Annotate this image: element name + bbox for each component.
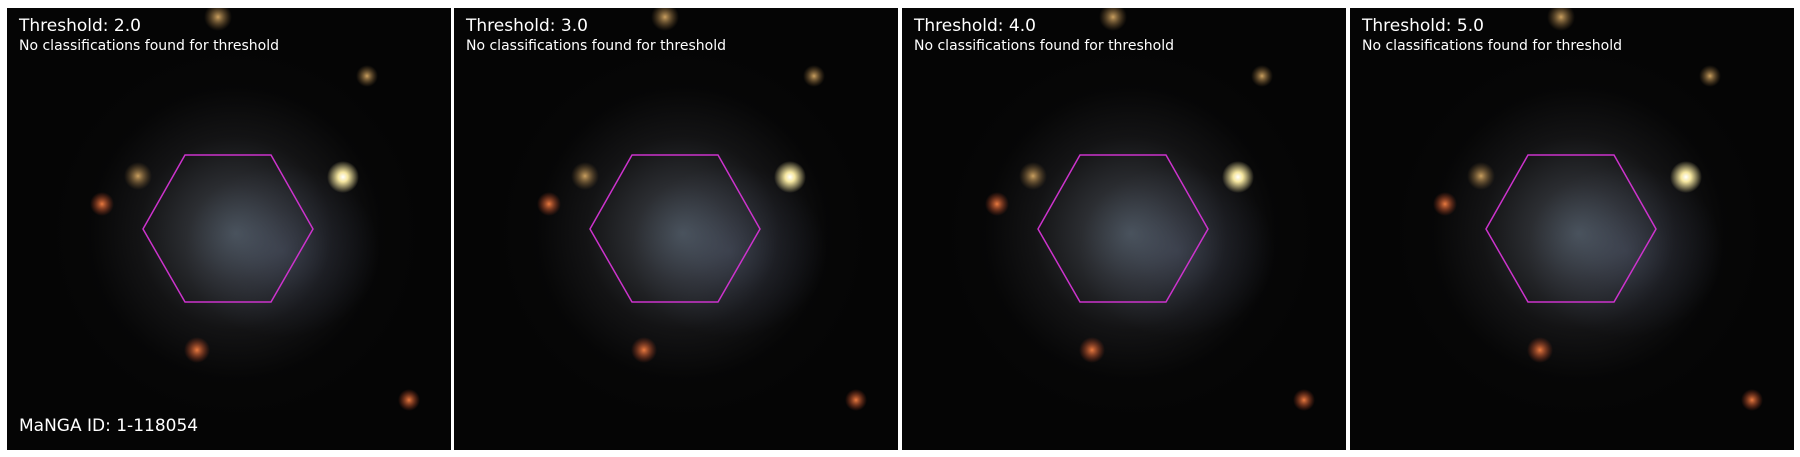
top-source <box>204 8 232 31</box>
galaxy-image <box>90 8 420 411</box>
galaxy-panel-threshold-2: Threshold: 2.0 No classifications found … <box>7 8 451 450</box>
panel-message: No classifications found for threshold <box>19 38 279 54</box>
top-source <box>651 8 679 31</box>
galaxy-image <box>1433 8 1763 411</box>
panel-title: Threshold: 3.0 <box>466 16 588 36</box>
bright-star <box>774 161 806 193</box>
panel-title: Threshold: 4.0 <box>914 16 1036 36</box>
faint-source <box>803 65 825 87</box>
galaxy-image <box>985 8 1315 411</box>
galaxy-image <box>537 8 867 411</box>
red-source <box>1741 389 1763 411</box>
red-source <box>1433 192 1457 216</box>
faint-source <box>1019 162 1047 190</box>
faint-source <box>1467 162 1495 190</box>
ifu-hexagon <box>142 154 314 303</box>
bright-star <box>1222 161 1254 193</box>
top-source <box>1547 8 1575 31</box>
ifu-hexagon <box>1037 154 1209 303</box>
galaxy-panel-threshold-3: Threshold: 3.0 No classifications found … <box>454 8 898 450</box>
faint-source <box>124 162 152 190</box>
panel-message: No classifications found for threshold <box>1362 38 1622 54</box>
faint-source <box>356 65 378 87</box>
red-source <box>631 337 657 363</box>
red-source <box>184 337 210 363</box>
panel-title: Threshold: 2.0 <box>19 16 141 36</box>
faint-source <box>1251 65 1273 87</box>
bright-star <box>1670 161 1702 193</box>
bright-star <box>327 161 359 193</box>
panel-title: Threshold: 5.0 <box>1362 16 1484 36</box>
ifu-hexagon <box>589 154 761 303</box>
red-source <box>398 389 420 411</box>
red-source <box>985 192 1009 216</box>
ifu-hexagon <box>1485 154 1657 303</box>
panel-message: No classifications found for threshold <box>466 38 726 54</box>
galaxy-panel-threshold-4: Threshold: 4.0 No classifications found … <box>902 8 1346 450</box>
red-source <box>845 389 867 411</box>
top-source <box>1099 8 1127 31</box>
red-source <box>1527 337 1553 363</box>
red-source <box>537 192 561 216</box>
panel-message: No classifications found for threshold <box>914 38 1174 54</box>
faint-source <box>571 162 599 190</box>
manga-id-label: MaNGA ID: 1-118054 <box>19 416 199 436</box>
faint-source <box>1699 65 1721 87</box>
galaxy-panel-threshold-5: Threshold: 5.0 No classifications found … <box>1350 8 1794 450</box>
red-source <box>90 192 114 216</box>
red-source <box>1079 337 1105 363</box>
red-source <box>1293 389 1315 411</box>
